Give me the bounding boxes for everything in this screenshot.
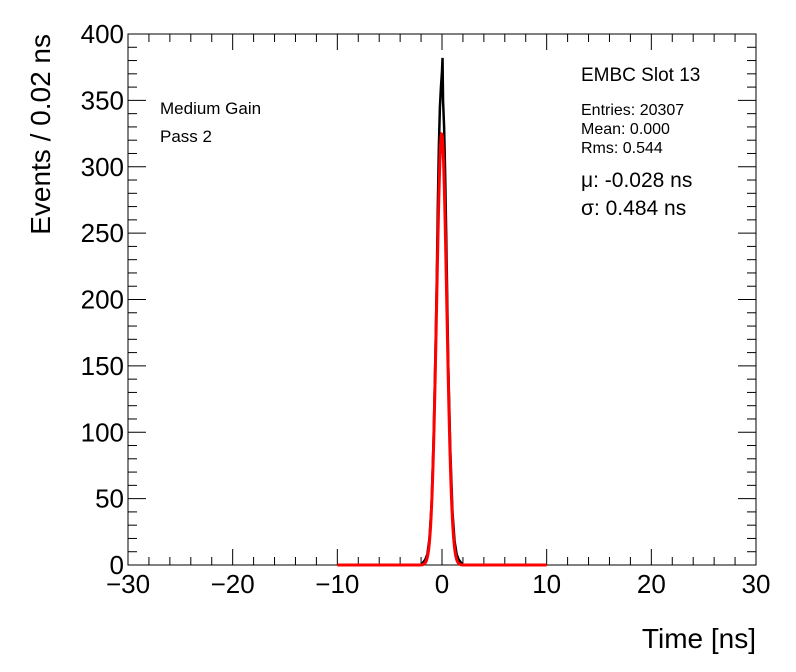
y-tick-label: 0: [110, 550, 124, 580]
stat-mean: Mean: 0.000: [581, 121, 670, 138]
x-tick-label: 20: [637, 569, 666, 599]
plot-title: EMBC Slot 13: [581, 65, 700, 86]
label-medium-gain: Medium Gain: [160, 99, 261, 118]
fit-curve: [337, 131, 547, 567]
x-tick-label: 10: [532, 569, 561, 599]
x-tick-label: −30: [106, 569, 150, 599]
x-tick-label: −20: [211, 569, 255, 599]
x-axis-title: Time [ns]: [642, 623, 756, 654]
axis-ticks: [127, 33, 757, 566]
stat-entries: Entries: 20307: [581, 102, 684, 119]
x-tick-label: 0: [435, 569, 449, 599]
stat-rms: Rms: 0.544: [581, 140, 663, 157]
label-pass: Pass 2: [160, 127, 212, 146]
y-tick-label: 200: [81, 285, 124, 315]
x-tick-label: −10: [315, 569, 359, 599]
y-tick-label: 100: [81, 417, 124, 447]
y-tick-label: 150: [81, 351, 124, 381]
y-tick-label: 250: [81, 218, 124, 248]
y-tick-label: 350: [81, 85, 124, 115]
fit-sigma: σ: 0.484 ns: [581, 197, 686, 220]
y-tick-label: 50: [95, 484, 124, 514]
y-tick-label: 300: [81, 152, 124, 182]
x-tick-labels: −30 −20 −10 0 10 20 30: [106, 569, 771, 599]
x-tick-label: 30: [742, 569, 771, 599]
y-tick-labels: 0 50 100 150 200 250 300 350 400: [81, 19, 124, 580]
y-tick-label: 400: [81, 19, 124, 49]
fit-mu: μ: -0.028 ns: [581, 169, 692, 192]
y-axis-title: Events / 0.02 ns: [25, 34, 56, 235]
